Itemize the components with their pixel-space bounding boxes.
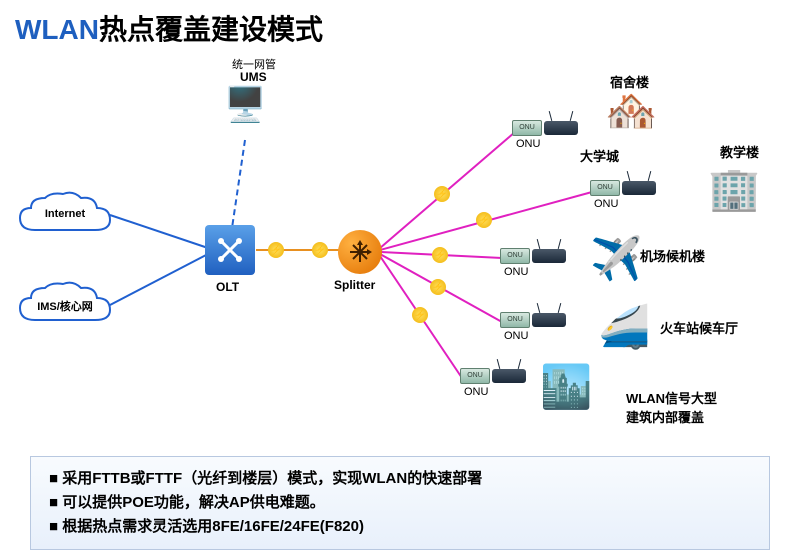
onu-box-icon: ONU	[590, 180, 620, 196]
lightning-icon: ⚡	[312, 242, 328, 258]
lightning-icon: ⚡	[434, 186, 450, 202]
splitter-label: Splitter	[334, 278, 375, 292]
onu-unit: ONUONU	[460, 368, 526, 384]
onu-box-icon: ONU	[500, 248, 530, 264]
location-label: 机场候机楼	[640, 246, 705, 265]
ap-device-icon	[544, 121, 578, 135]
location-label: 火车站候车厅	[660, 318, 738, 337]
cloud-ims: IMS/核心网	[15, 280, 115, 330]
onu-unit: ONUONU	[590, 180, 656, 196]
bullet-box: 采用FTTB或FTTF（光纤到楼层）模式，实现WLAN的快速部署 可以提供POE…	[30, 456, 770, 550]
onu-label: ONU	[594, 198, 618, 210]
building-icon: 🏢	[708, 168, 760, 210]
cloud-internet-label: Internet	[15, 208, 115, 220]
location-label: 教学楼	[720, 142, 759, 161]
page-title: WLAN热点覆盖建设模式	[15, 8, 323, 48]
ap-device-icon	[532, 249, 566, 263]
building-icon: 🏘️	[605, 90, 657, 132]
lightning-icon: ⚡	[432, 247, 448, 263]
ap-device-icon	[532, 313, 566, 327]
building-icon: 🏙️	[540, 366, 592, 408]
building-icon: 🚄	[598, 306, 650, 348]
ap-device-icon	[622, 181, 656, 195]
bullet-item: 采用FTTB或FTTF（光纤到楼层）模式，实现WLAN的快速部署	[49, 467, 751, 491]
location-label: 大学城	[580, 146, 619, 165]
onu-label: ONU	[516, 138, 540, 150]
lightning-icon: ⚡	[476, 212, 492, 228]
bullet-item: 根据热点需求灵活选用8FE/16FE/24FE(F820)	[49, 515, 751, 539]
cloud-internet: Internet	[15, 190, 115, 240]
bullet-list: 采用FTTB或FTTF（光纤到楼层）模式，实现WLAN的快速部署 可以提供POE…	[49, 467, 751, 539]
onu-unit: ONUONU	[512, 120, 578, 136]
ap-device-icon	[492, 369, 526, 383]
lightning-icon: ⚡	[430, 279, 446, 295]
lightning-icon: ⚡	[268, 242, 284, 258]
ums-label-en: UMS	[240, 70, 267, 84]
cloud-ims-label: IMS/核心网	[15, 298, 115, 314]
splitter-node	[338, 230, 382, 274]
onu-box-icon: ONU	[512, 120, 542, 136]
onu-box-icon: ONU	[460, 368, 490, 384]
onu-label: ONU	[504, 266, 528, 278]
onu-unit: ONUONU	[500, 312, 566, 328]
network-diagram: Internet IMS/核心网 统一网管 UMS 🖥️ OLT Splitte…	[0, 50, 800, 450]
ums-icon: 🖥️	[224, 88, 266, 122]
onu-box-icon: ONU	[500, 312, 530, 328]
location-label: WLAN信号大型 建筑内部覆盖	[626, 388, 717, 426]
olt-node	[205, 225, 255, 275]
bullet-item: 可以提供POE功能，解决AP供电难题。	[49, 491, 751, 515]
building-icon: ✈️	[590, 238, 642, 280]
title-prefix: WLAN	[15, 14, 99, 45]
onu-label: ONU	[504, 330, 528, 342]
title-suffix: 热点覆盖建设模式	[99, 14, 323, 45]
onu-unit: ONUONU	[500, 248, 566, 264]
location-label: 宿舍楼	[610, 72, 649, 91]
olt-label: OLT	[216, 280, 239, 294]
onu-label: ONU	[464, 386, 488, 398]
lightning-icon: ⚡	[412, 307, 428, 323]
